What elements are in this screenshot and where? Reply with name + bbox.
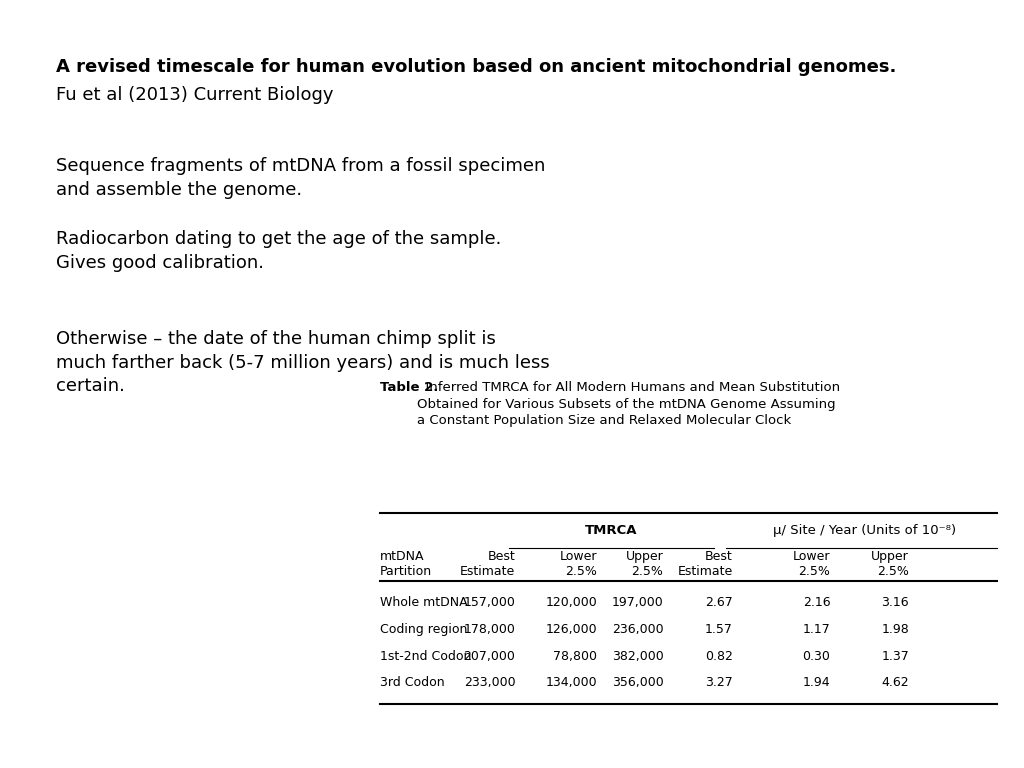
- Text: 382,000: 382,000: [611, 650, 664, 664]
- Text: 0.30: 0.30: [803, 650, 830, 664]
- Text: Otherwise – the date of the human chimp split is
much farther back (5-7 million : Otherwise – the date of the human chimp …: [56, 330, 550, 396]
- Text: 1.17: 1.17: [803, 624, 830, 636]
- Text: μ/ Site / Year (Units of 10⁻⁸): μ/ Site / Year (Units of 10⁻⁸): [773, 525, 956, 538]
- Text: 120,000: 120,000: [546, 596, 597, 609]
- Text: Fu et al (2013) Current Biology: Fu et al (2013) Current Biology: [56, 86, 334, 104]
- Text: Lower
2.5%: Lower 2.5%: [793, 550, 830, 578]
- Text: 1.57: 1.57: [705, 624, 733, 636]
- Text: 207,000: 207,000: [464, 650, 515, 664]
- Text: 0.82: 0.82: [705, 650, 733, 664]
- Text: Upper
2.5%: Upper 2.5%: [626, 550, 664, 578]
- Text: Best
Estimate: Best Estimate: [678, 550, 733, 578]
- Text: 236,000: 236,000: [611, 624, 664, 636]
- Text: 2.67: 2.67: [705, 596, 733, 609]
- Text: 1st-2nd Codon: 1st-2nd Codon: [380, 650, 471, 664]
- Text: mtDNA
Partition: mtDNA Partition: [380, 550, 432, 578]
- Text: 3.27: 3.27: [705, 676, 733, 689]
- Text: Table 2.: Table 2.: [380, 382, 438, 395]
- Text: 233,000: 233,000: [464, 676, 515, 689]
- Text: TMRCA: TMRCA: [586, 525, 638, 538]
- Text: 178,000: 178,000: [464, 624, 515, 636]
- Text: 356,000: 356,000: [611, 676, 664, 689]
- Text: 197,000: 197,000: [611, 596, 664, 609]
- Text: Coding region: Coding region: [380, 624, 467, 636]
- Text: 157,000: 157,000: [464, 596, 515, 609]
- Text: 1.37: 1.37: [882, 650, 909, 664]
- Text: Lower
2.5%: Lower 2.5%: [560, 550, 597, 578]
- Text: Whole mtDNA: Whole mtDNA: [380, 596, 468, 609]
- Text: 126,000: 126,000: [546, 624, 597, 636]
- Text: A revised timescale for human evolution based on ancient mitochondrial genomes.: A revised timescale for human evolution …: [56, 58, 897, 75]
- Text: 3.16: 3.16: [882, 596, 909, 609]
- Text: 134,000: 134,000: [546, 676, 597, 689]
- Text: Radiocarbon dating to get the age of the sample.
Gives good calibration.: Radiocarbon dating to get the age of the…: [56, 230, 502, 272]
- Text: 3rd Codon: 3rd Codon: [380, 676, 444, 689]
- Text: Inferred TMRCA for All Modern Humans and Mean Substitution
Obtained for Various : Inferred TMRCA for All Modern Humans and…: [417, 382, 840, 427]
- Text: 2.16: 2.16: [803, 596, 830, 609]
- Text: 78,800: 78,800: [553, 650, 597, 664]
- Text: 4.62: 4.62: [882, 676, 909, 689]
- Text: 1.98: 1.98: [882, 624, 909, 636]
- Text: Upper
2.5%: Upper 2.5%: [871, 550, 909, 578]
- Text: Best
Estimate: Best Estimate: [460, 550, 515, 578]
- Text: Sequence fragments of mtDNA from a fossil specimen
and assemble the genome.: Sequence fragments of mtDNA from a fossi…: [56, 157, 546, 199]
- Text: 1.94: 1.94: [803, 676, 830, 689]
